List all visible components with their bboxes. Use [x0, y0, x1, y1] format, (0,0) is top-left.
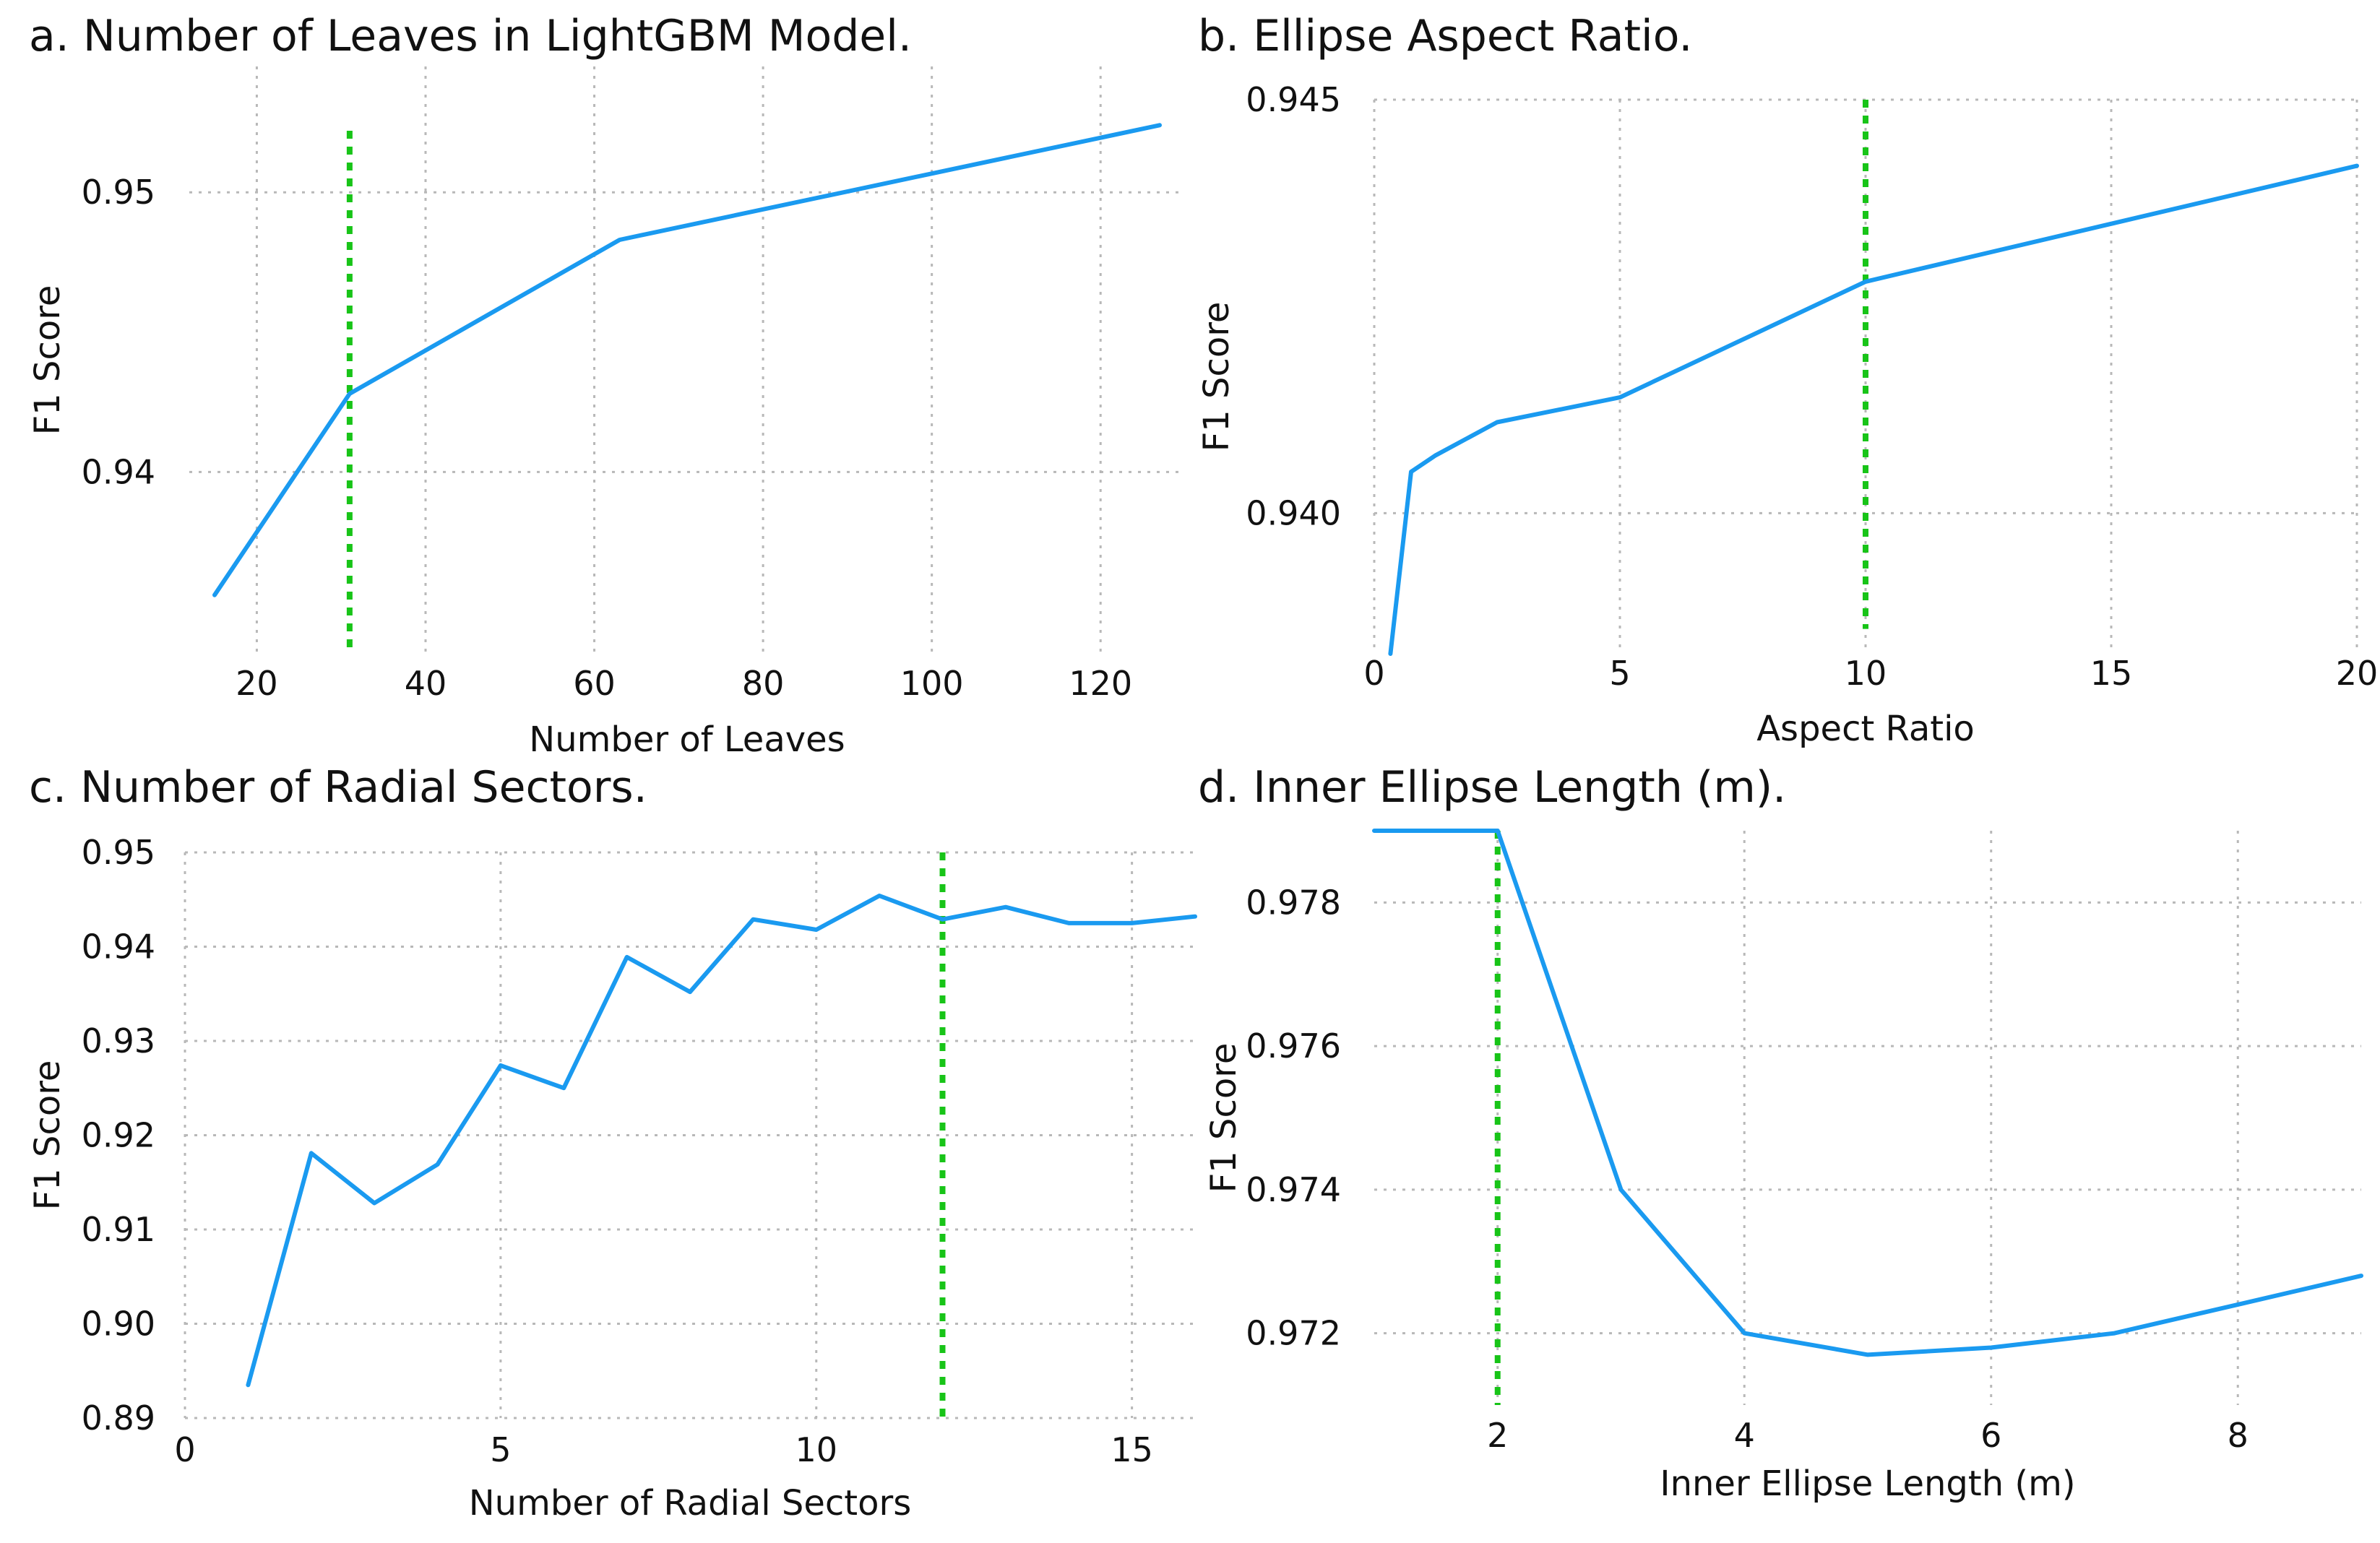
y-tick-label: 0.94 — [82, 452, 155, 491]
f1-score-line — [1372, 829, 2363, 1357]
x-tick-label: 5 — [490, 1430, 511, 1469]
y-tick-label: 0.972 — [1246, 1314, 1341, 1353]
chart-b: 0 5 10 15 20 0.940 0.945 Aspect Ratio F1 Score b.… — [1197, 11, 2378, 749]
y-axis-label: F1 Score — [1197, 302, 1237, 452]
chart-d: 2 4 6 8 0.972 0.974 0.976 0.978 Inner Ellipse Le… — [1198, 762, 2363, 1504]
x-tick-label: 0 — [174, 1430, 195, 1469]
y-tick-label: 0.94 — [82, 928, 155, 967]
x-tick-label: 40 — [405, 664, 447, 703]
y-tick-label: 0.95 — [82, 833, 155, 872]
x-tick-label: 8 — [2228, 1416, 2249, 1455]
x-tick-label: 4 — [1734, 1416, 1755, 1455]
y-axis-label: F1 Score — [27, 285, 68, 436]
x-tick-label: 2 — [1487, 1416, 1508, 1455]
y-tick-label: 0.90 — [82, 1305, 155, 1344]
y-tick-label: 0.978 — [1246, 883, 1341, 922]
x-tick-label: 20 — [236, 664, 278, 703]
x-tick-label: 5 — [1609, 654, 1630, 693]
chart-title: a. Number of Leaves in LightGBM Model. — [29, 11, 912, 61]
y-tick-label: 0.945 — [1246, 80, 1341, 119]
x-tick-label: 20 — [2336, 654, 2379, 693]
x-tick-label: 60 — [573, 664, 616, 703]
y-tick-label: 0.92 — [82, 1116, 155, 1155]
y-tick-label: 0.976 — [1246, 1026, 1341, 1066]
y-tick-label: 0.91 — [82, 1210, 155, 1249]
x-tick-label: 15 — [1111, 1430, 1153, 1469]
x-tick-label: 0 — [1363, 654, 1384, 693]
y-tick-label: 0.89 — [82, 1399, 155, 1438]
y-axis-label: F1 Score — [1204, 1043, 1244, 1193]
f1-score-line — [246, 894, 1197, 1388]
chart-title: c. Number of Radial Sectors. — [29, 762, 647, 813]
x-axis-label: Number of Leaves — [529, 719, 845, 760]
y-tick-label: 0.93 — [82, 1021, 155, 1060]
x-tick-label: 10 — [1845, 654, 1887, 693]
x-tick-label: 10 — [795, 1430, 837, 1469]
x-tick-label: 15 — [2090, 654, 2133, 693]
chart-c: 0 5 10 15 0.89 0.90 0.91 0.92 0.93 0.94 0.95 Number… — [27, 762, 1197, 1523]
x-axis-label: Aspect Ratio — [1756, 709, 1975, 749]
x-tick-label: 100 — [900, 664, 964, 703]
x-tick-label: 120 — [1069, 664, 1132, 703]
y-tick-label: 0.940 — [1246, 493, 1341, 532]
chart-title: b. Ellipse Aspect Ratio. — [1198, 11, 1692, 61]
chart-title: d. Inner Ellipse Length (m). — [1198, 762, 1786, 813]
y-tick-label: 0.974 — [1246, 1170, 1341, 1209]
x-axis-label: Inner Ellipse Length (m) — [1660, 1464, 2075, 1504]
y-tick-label: 0.95 — [82, 173, 155, 212]
f1-score-line — [1388, 163, 2359, 656]
x-tick-label: 6 — [1980, 1416, 2001, 1455]
f1-score-line — [212, 123, 1162, 597]
y-axis-label: F1 Score — [27, 1060, 68, 1211]
chart-a: 20 40 60 80 100 120 0.94 0.95 Number of Leaves F1… — [27, 11, 1185, 760]
x-axis-label: Number of Radial Sectors — [469, 1483, 911, 1523]
x-tick-label: 80 — [742, 664, 785, 703]
